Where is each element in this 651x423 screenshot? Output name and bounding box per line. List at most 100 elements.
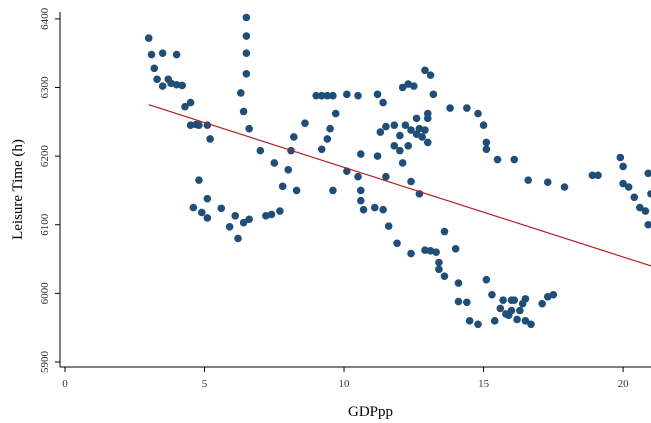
x-tick-label: 20	[618, 378, 630, 390]
data-point	[204, 214, 212, 222]
data-point	[499, 296, 507, 304]
data-point	[240, 108, 248, 116]
data-point	[488, 291, 496, 299]
data-point	[407, 250, 415, 258]
data-point	[491, 317, 499, 325]
data-point	[187, 99, 195, 107]
data-point	[510, 296, 518, 304]
data-point	[483, 139, 491, 147]
data-points	[145, 14, 651, 328]
data-point	[234, 235, 242, 243]
data-point	[508, 307, 516, 315]
data-point	[243, 70, 251, 78]
data-point	[357, 187, 365, 195]
data-point	[204, 195, 212, 203]
data-point	[407, 178, 415, 186]
data-point	[522, 295, 530, 303]
data-point	[231, 212, 239, 220]
data-point	[452, 245, 460, 253]
data-point	[630, 193, 638, 201]
data-point	[561, 183, 569, 191]
data-point	[430, 91, 438, 99]
data-point	[382, 123, 390, 131]
data-point	[396, 147, 404, 155]
data-point	[173, 51, 181, 59]
data-point	[510, 156, 518, 164]
data-point	[538, 300, 546, 308]
data-point	[421, 126, 429, 134]
data-point	[544, 178, 552, 186]
data-point	[432, 248, 440, 256]
data-point	[150, 64, 158, 72]
x-tick-label: 10	[339, 378, 351, 390]
data-point	[284, 166, 292, 174]
y-tick-label: 6300	[39, 76, 51, 99]
data-point	[178, 82, 186, 90]
data-point	[424, 110, 432, 118]
y-axis-title: Leisure Time (h)	[10, 139, 26, 240]
data-point	[413, 115, 421, 123]
data-point	[257, 147, 265, 155]
data-point	[441, 272, 449, 280]
data-point	[237, 89, 245, 97]
data-point	[301, 119, 309, 127]
data-point	[329, 187, 337, 195]
data-point	[625, 183, 633, 191]
data-point	[377, 128, 385, 136]
data-point	[279, 183, 287, 191]
data-point	[385, 222, 393, 230]
data-point	[190, 204, 198, 212]
data-point	[374, 152, 382, 160]
data-point	[393, 239, 401, 247]
data-point	[318, 145, 326, 153]
data-point	[245, 215, 253, 223]
data-point	[276, 207, 284, 215]
data-point	[446, 104, 454, 112]
data-point	[324, 135, 332, 143]
data-point	[379, 99, 387, 107]
data-point	[399, 159, 407, 167]
data-point	[494, 156, 502, 164]
data-point	[619, 163, 627, 171]
data-point	[483, 276, 491, 284]
data-point	[404, 142, 412, 150]
data-point	[550, 291, 558, 299]
data-point	[617, 154, 625, 162]
data-point	[390, 121, 398, 129]
data-point	[474, 320, 482, 328]
data-point	[371, 204, 379, 212]
data-point	[474, 110, 482, 118]
data-point	[644, 169, 651, 177]
data-point	[524, 176, 532, 184]
data-point	[594, 172, 602, 180]
x-tick-label: 5	[202, 378, 208, 390]
data-point	[455, 279, 463, 287]
data-point	[354, 92, 362, 100]
data-point	[360, 206, 368, 214]
data-point	[379, 206, 387, 214]
data-point	[243, 49, 251, 57]
data-point	[245, 125, 253, 133]
data-point	[270, 159, 278, 167]
data-point	[410, 82, 418, 90]
data-point	[268, 211, 276, 219]
data-point	[483, 145, 491, 153]
data-point	[153, 75, 161, 83]
data-point	[243, 14, 251, 22]
data-point	[466, 317, 474, 325]
data-point	[217, 204, 225, 212]
data-point	[644, 221, 651, 229]
data-point	[480, 121, 488, 129]
x-tick-label: 15	[478, 378, 490, 390]
ticks: 0 5 10 15 20590060006100620063006400	[39, 7, 629, 390]
data-point	[145, 34, 153, 42]
data-point	[463, 104, 471, 112]
data-point	[396, 132, 404, 140]
data-point	[374, 91, 382, 99]
data-point	[435, 259, 443, 267]
data-point	[148, 51, 156, 59]
data-point	[463, 298, 471, 306]
data-point	[441, 228, 449, 236]
data-point	[332, 110, 340, 118]
